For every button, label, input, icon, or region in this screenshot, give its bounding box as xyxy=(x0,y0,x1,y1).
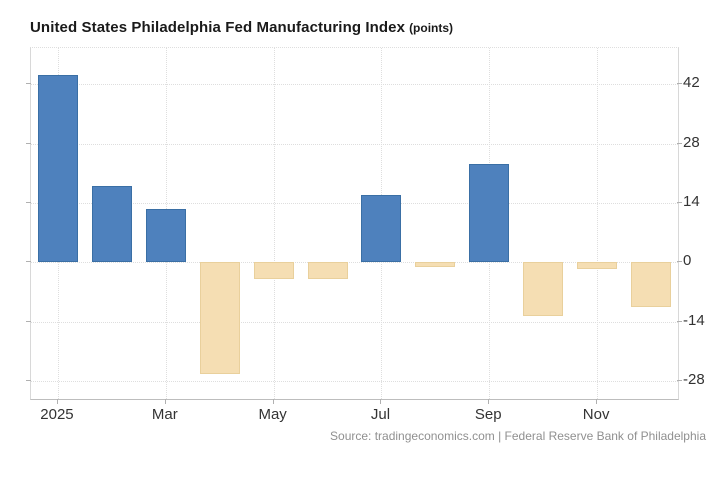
y-axis-label: 14 xyxy=(683,192,700,210)
chart-title: United States Philadelphia Fed Manufactu… xyxy=(30,19,406,36)
x-axis-label: Nov xyxy=(582,406,610,423)
v-gridline xyxy=(597,48,599,399)
x-axis-label: May xyxy=(258,406,287,423)
y-axis-tick xyxy=(677,379,682,381)
y-axis-tick xyxy=(677,201,682,203)
y-axis-label: 28 xyxy=(683,133,700,151)
x-axis-tick xyxy=(488,399,490,404)
y-axis-label: -28 xyxy=(683,370,705,388)
x-axis-tick xyxy=(56,399,58,404)
x-axis-label: Mar xyxy=(151,406,178,423)
h-gridline xyxy=(31,321,678,323)
y-axis-tick xyxy=(677,320,682,322)
h-gridline xyxy=(31,262,678,264)
bar-sep-2025[interactable] xyxy=(469,164,510,263)
y-axis-label: -14 xyxy=(683,311,705,329)
plot-area xyxy=(30,47,679,400)
y-axis-label: 0 xyxy=(683,252,692,270)
bar-oct-2025[interactable] xyxy=(523,262,564,317)
y-axis-tick xyxy=(677,83,682,85)
v-gridline xyxy=(273,48,275,399)
bar-dec-2025[interactable] xyxy=(631,262,672,308)
h-gridline xyxy=(31,84,678,86)
bar-mar-2025[interactable] xyxy=(145,209,186,263)
y-axis-tick xyxy=(26,261,31,263)
source-attribution: Source: tradingeconomics.com | Federal R… xyxy=(330,429,706,443)
bar-nov-2025[interactable] xyxy=(577,262,618,270)
h-gridline xyxy=(31,202,678,204)
bar-jul-2025[interactable] xyxy=(361,194,402,263)
x-axis-label: Sep xyxy=(474,406,502,423)
x-axis-label: Jul xyxy=(370,406,391,423)
x-axis-tick xyxy=(272,399,274,404)
x-axis-tick xyxy=(164,399,166,404)
chart-unit-label: (points) xyxy=(409,21,454,35)
y-axis-label: 42 xyxy=(683,74,700,92)
h-gridline xyxy=(31,380,678,382)
bar-aug-2025[interactable] xyxy=(415,262,456,268)
x-axis-tick xyxy=(596,399,598,404)
x-axis-tick xyxy=(380,399,382,404)
y-axis-tick xyxy=(677,142,682,144)
bar-jun-2025[interactable] xyxy=(307,262,348,280)
y-axis-tick xyxy=(26,142,31,144)
chart-header: United States Philadelphia Fed Manufactu… xyxy=(30,19,453,37)
bar-apr-2025[interactable] xyxy=(199,262,240,374)
bar-jan-2025[interactable] xyxy=(37,74,78,263)
h-gridline xyxy=(31,143,678,145)
y-axis-tick xyxy=(677,261,682,263)
y-axis-tick xyxy=(26,201,31,203)
y-axis-tick xyxy=(26,320,31,322)
bar-may-2025[interactable] xyxy=(253,262,294,280)
x-axis-label: 2025 xyxy=(40,406,74,423)
bar-feb-2025[interactable] xyxy=(91,185,132,263)
y-axis-tick xyxy=(26,379,31,381)
y-axis-tick xyxy=(26,83,31,85)
